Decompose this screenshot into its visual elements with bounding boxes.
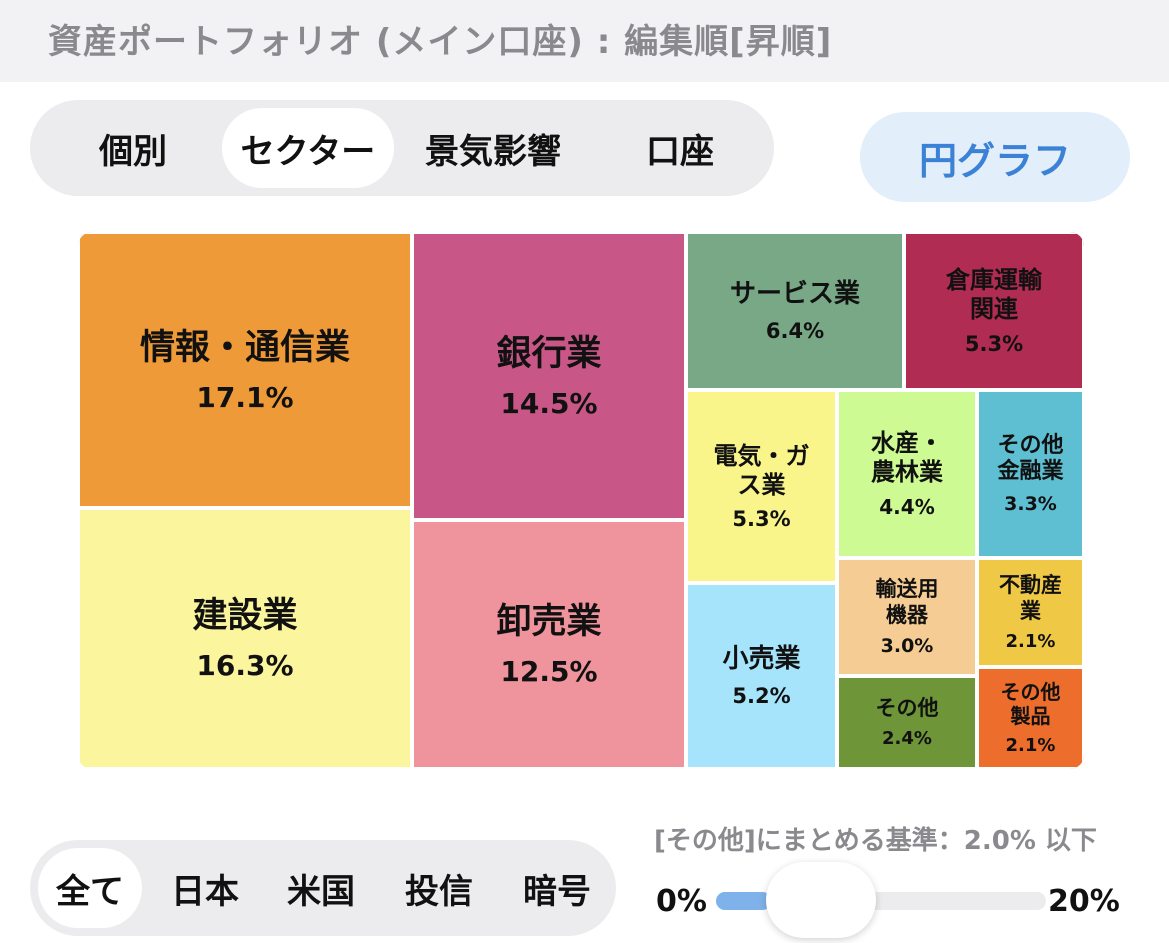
tile-name: その他 製品 xyxy=(1000,680,1061,728)
tile-name: 銀行業 xyxy=(496,333,602,374)
tile-name: その他 金融業 xyxy=(997,432,1064,484)
tile-percent: 17.1% xyxy=(196,380,294,414)
tile-percent: 3.0% xyxy=(880,634,934,657)
tile-name: 倉庫運輸 関連 xyxy=(946,266,1042,323)
treemap-tile[interactable]: 電気・ガ ス業 5.3% xyxy=(686,390,837,583)
tab-all[interactable]: 全て xyxy=(38,848,142,928)
tile-percent: 14.5% xyxy=(500,386,598,420)
treemap-tile[interactable]: 小売業 5.2% xyxy=(686,583,837,769)
tile-name: その他 xyxy=(875,695,939,720)
tile-name: 電気・ガ ス業 xyxy=(713,441,810,499)
tile-percent: 2.1% xyxy=(1005,630,1056,652)
treemap-tile[interactable]: 卸売業 12.5% xyxy=(412,520,686,769)
treemap-tile[interactable]: その他 製品 2.1% xyxy=(977,667,1084,769)
tab-individual[interactable]: 個別 xyxy=(99,131,167,172)
tile-name: 水産・ 農林業 xyxy=(871,429,943,486)
treemap-tile[interactable]: その他 金融業 3.3% xyxy=(977,390,1084,558)
region-segmented-control: 全て 日本 米国 投信 暗号 xyxy=(30,840,616,936)
threshold-slider-fill xyxy=(716,892,771,910)
tile-name: 建設業 xyxy=(192,596,298,636)
tile-percent: 2.4% xyxy=(882,728,932,750)
tile-name: 小売業 xyxy=(722,643,801,674)
tab-crypto[interactable]: 暗号 xyxy=(523,871,591,912)
tile-percent: 2.1% xyxy=(1005,735,1056,756)
tile-percent: 6.4% xyxy=(765,319,825,344)
tile-percent: 5.3% xyxy=(732,507,791,532)
tile-name: サービス業 xyxy=(729,278,860,309)
header-bar: 資産ポートフォリオ (メイン口座) : 編集順[昇順] xyxy=(0,0,1169,82)
slider-max-label: 20% xyxy=(1048,884,1120,919)
tile-name: 輸送用 機器 xyxy=(875,577,939,627)
tile-percent: 4.4% xyxy=(879,494,935,519)
tile-percent: 5.2% xyxy=(732,684,791,709)
tab-japan[interactable]: 日本 xyxy=(171,871,239,912)
threshold-slider-thumb[interactable] xyxy=(766,862,876,938)
pie-chart-button[interactable]: 円グラフ xyxy=(860,112,1130,202)
treemap-tile[interactable]: 銀行業 14.5% xyxy=(412,232,686,520)
tile-percent: 3.3% xyxy=(1004,493,1057,516)
tile-percent: 16.3% xyxy=(196,649,294,682)
tile-name: 卸売業 xyxy=(496,602,602,642)
page-title: 資産ポートフォリオ (メイン口座) : 編集順[昇順] xyxy=(48,22,833,62)
treemap-tile[interactable]: 倉庫運輸 関連 5.3% xyxy=(904,232,1084,390)
treemap-tile[interactable]: 水産・ 農林業 4.4% xyxy=(837,390,977,558)
tile-name: 情報・通信業 xyxy=(139,327,350,368)
tab-funds[interactable]: 投信 xyxy=(405,871,473,912)
tile-percent: 5.3% xyxy=(964,331,1024,356)
tab-sector[interactable]: セクター xyxy=(222,108,394,188)
treemap-tile[interactable]: サービス業 6.4% xyxy=(686,232,904,390)
treemap-tile[interactable]: 輸送用 機器 3.0% xyxy=(837,558,977,676)
treemap-tile[interactable]: 建設業 16.3% xyxy=(78,508,412,769)
treemap-tile[interactable]: 情報・通信業 17.1% xyxy=(78,232,412,508)
tile-name: 不動産業 xyxy=(999,573,1062,623)
view-segmented-control: 個別 セクター 景気影響 口座 xyxy=(30,100,774,196)
treemap-tile[interactable]: 不動産業 2.1% xyxy=(977,558,1084,667)
tab-us[interactable]: 米国 xyxy=(287,871,355,912)
treemap-tile[interactable]: その他 2.4% xyxy=(837,676,977,769)
slider-min-label: 0% xyxy=(656,884,707,919)
other-threshold-label: [その他]にまとめる基準：2.0% 以下 xyxy=(654,826,1097,856)
tile-percent: 12.5% xyxy=(500,655,598,688)
tab-account[interactable]: 口座 xyxy=(646,131,714,172)
tab-economic-impact[interactable]: 景気影響 xyxy=(425,131,561,172)
sector-treemap: 情報・通信業 17.1% 建設業 16.3% 銀行業 14.5% 卸売業 12.5% サービス業… xyxy=(78,232,1084,769)
